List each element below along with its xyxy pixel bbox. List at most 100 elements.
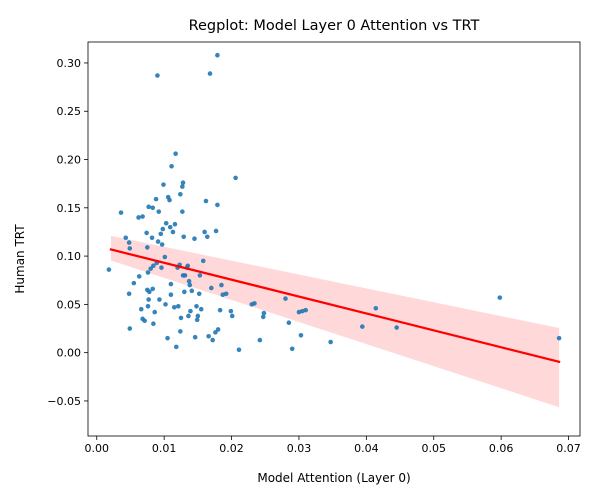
scatter-point: [145, 245, 150, 250]
y-tick-label: 0.05: [57, 298, 82, 311]
scatter-point: [298, 332, 304, 338]
scatter-point: [217, 307, 223, 313]
points-layer: [106, 52, 562, 353]
scatter-point: [150, 286, 156, 292]
scatter-point: [181, 234, 187, 240]
x-tick-label: 0.02: [219, 442, 244, 455]
scatter-point: [394, 325, 399, 330]
scatter-point: [172, 221, 178, 227]
scatter-point: [210, 337, 215, 343]
y-tick-label: −0.05: [47, 395, 81, 408]
scatter-point: [286, 320, 292, 326]
scatter-point: [176, 304, 181, 309]
scatter-point: [106, 267, 112, 272]
scatter-point: [155, 239, 161, 244]
scatter-point: [123, 235, 129, 241]
scatter-point: [188, 308, 193, 314]
scatter-point: [209, 285, 214, 291]
ci-layer: [110, 235, 560, 408]
scatter-point: [136, 215, 141, 220]
scatter-point: [169, 163, 174, 169]
scatter-point: [167, 197, 172, 203]
scatter-point: [180, 184, 185, 189]
scatter-point: [167, 224, 173, 230]
scatter-point: [257, 337, 263, 343]
x-tick-label: 0.07: [556, 442, 581, 455]
scatter-point: [360, 324, 365, 329]
scatter-point: [171, 304, 177, 310]
scatter-point: [187, 282, 193, 288]
scatter-point: [127, 246, 133, 251]
scatter-point: [144, 230, 149, 236]
scatter-point: [207, 71, 213, 76]
scatter-point: [138, 306, 144, 312]
scatter-point: [126, 291, 132, 297]
scatter-point: [158, 231, 164, 237]
x-tick-label: 0.04: [354, 442, 379, 455]
scatter-point: [194, 317, 200, 323]
scatter-point: [160, 226, 166, 232]
scatter-point: [186, 278, 192, 284]
scatter-point: [200, 258, 206, 264]
x-tick-label: 0.05: [421, 442, 446, 455]
scatter-point: [146, 204, 151, 210]
scatter-point: [198, 306, 204, 312]
scatter-point: [149, 235, 155, 241]
scatter-point: [155, 73, 160, 78]
scatter-point: [165, 335, 170, 341]
scatter-point: [328, 339, 333, 345]
scatter-point: [126, 240, 132, 245]
scatter-point: [194, 304, 199, 309]
x-tick-label: 0.06: [489, 442, 514, 455]
scatter-point: [170, 229, 176, 235]
axes-spines: [87, 41, 581, 437]
x-tick-label: 0.03: [287, 442, 312, 455]
scatter-point: [182, 289, 187, 295]
scatter-point: [151, 263, 156, 269]
y-tick-label: 0.25: [57, 105, 82, 118]
scatter-point: [145, 304, 151, 309]
scatter-point: [215, 202, 220, 208]
scatter-point: [202, 229, 207, 235]
scatter-point: [228, 308, 234, 314]
scatter-point: [163, 220, 169, 226]
scatter-point: [213, 330, 218, 335]
y-axis-label: Human TRT: [13, 224, 27, 294]
scatter-point: [229, 313, 235, 319]
scatter-point: [168, 292, 174, 298]
scatter-point: [215, 327, 221, 332]
scatter-point: [162, 254, 168, 260]
scatter-point: [233, 175, 238, 181]
x-axis-ticks: 0.00 0.01 0.02 0.03 0.04 0.05 0.06 0.07: [85, 436, 581, 455]
scatter-point: [118, 210, 124, 215]
scatter-point: [283, 296, 288, 301]
plot-area: [106, 52, 562, 408]
scatter-point: [189, 288, 195, 294]
scatter-point: [303, 307, 308, 313]
scatter-point: [197, 273, 203, 278]
confidence-band: [110, 235, 560, 408]
scatter-point: [192, 236, 197, 242]
scatter-point: [153, 196, 159, 202]
scatter-point: [140, 214, 145, 219]
scatter-point: [173, 151, 178, 157]
scatter-point: [206, 333, 211, 339]
scatter-point: [159, 265, 164, 270]
scatter-point: [185, 263, 191, 269]
scatter-point: [204, 234, 210, 240]
scatter-point: [236, 347, 242, 353]
axes-frame: [87, 41, 581, 437]
x-tick-label: 0.00: [85, 442, 110, 455]
y-tick-label: 0.20: [57, 154, 82, 167]
scatter-point: [178, 191, 183, 197]
x-tick-label: 0.01: [152, 442, 177, 455]
scatter-point: [150, 205, 156, 211]
scatter-point: [261, 310, 267, 316]
scatter-point: [195, 313, 201, 319]
scatter-point: [168, 281, 174, 287]
scatter-point: [182, 273, 188, 278]
scatter-point: [159, 242, 165, 247]
scatter-point: [147, 289, 152, 295]
